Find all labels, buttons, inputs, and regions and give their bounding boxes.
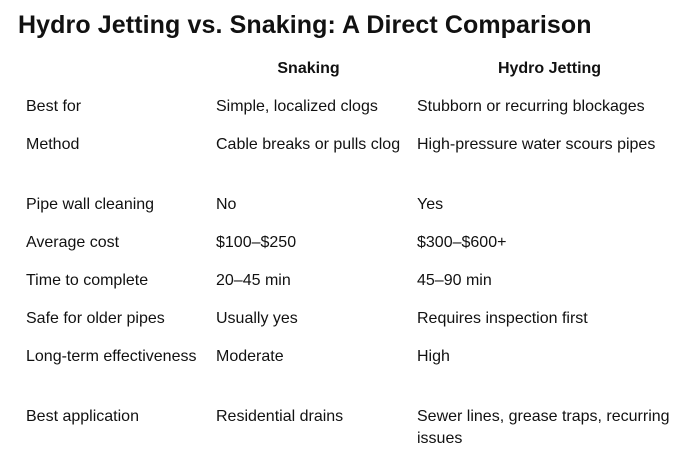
snaking-cell: Residential drains <box>216 408 344 425</box>
table-row: Method Cable breaks or pulls clog High-p… <box>18 126 690 186</box>
table-row: Long-term effectiveness Moderate High <box>18 338 690 398</box>
snaking-cell: Moderate <box>216 348 284 365</box>
row-label: Best application <box>26 408 139 425</box>
snaking-cell: $100–$250 <box>216 234 297 251</box>
snaking-cell: 20–45 min <box>216 272 291 289</box>
row-label: Long-term effectiveness <box>26 348 197 365</box>
snaking-cell: No <box>216 196 237 213</box>
table-header-row: Snaking Hydro Jetting <box>18 50 690 88</box>
hydro-jetting-cell: Requires inspection first <box>417 310 588 327</box>
row-label: Method <box>26 136 80 153</box>
header-cell-snaking: Snaking <box>277 60 340 77</box>
hydro-jetting-cell: High-pressure water scours pipes <box>417 136 656 153</box>
row-label: Average cost <box>26 234 120 251</box>
table-row: Time to complete 20–45 min 45–90 min <box>18 262 690 300</box>
row-label: Best for <box>26 98 82 115</box>
table-row: Safe for older pipes Usually yes Require… <box>18 300 690 338</box>
row-label: Pipe wall cleaning <box>26 196 155 213</box>
table-row: Best application Residential drains Sewe… <box>18 398 690 458</box>
snaking-cell: Cable breaks or pulls clog <box>216 136 401 153</box>
row-label: Safe for older pipes <box>26 310 165 327</box>
hydro-jetting-cell: Yes <box>417 196 444 213</box>
page-title: Hydro Jetting vs. Snaking: A Direct Comp… <box>18 11 592 39</box>
hydro-jetting-cell: Sewer lines, grease traps, recurring iss… <box>417 408 670 447</box>
hydro-jetting-cell: High <box>417 348 450 365</box>
snaking-cell: Usually yes <box>216 310 298 327</box>
snaking-cell: Simple, localized clogs <box>216 98 378 115</box>
table-row: Average cost $100–$250 $300–$600+ <box>18 224 690 262</box>
hydro-jetting-cell: $300–$600+ <box>417 234 507 251</box>
header-cell-hydro-jetting: Hydro Jetting <box>497 60 602 77</box>
table-row: Best for Simple, localized clogs Stubbor… <box>18 88 690 126</box>
hydro-jetting-cell: 45–90 min <box>417 272 492 289</box>
header-cell-empty <box>18 50 208 88</box>
comparison-table: Snaking Hydro Jetting Best for Simple, l… <box>18 50 690 458</box>
hydro-jetting-cell: Stubborn or recurring blockages <box>417 98 645 115</box>
table-row: Pipe wall cleaning No Yes <box>18 186 690 224</box>
row-label: Time to complete <box>26 272 149 289</box>
